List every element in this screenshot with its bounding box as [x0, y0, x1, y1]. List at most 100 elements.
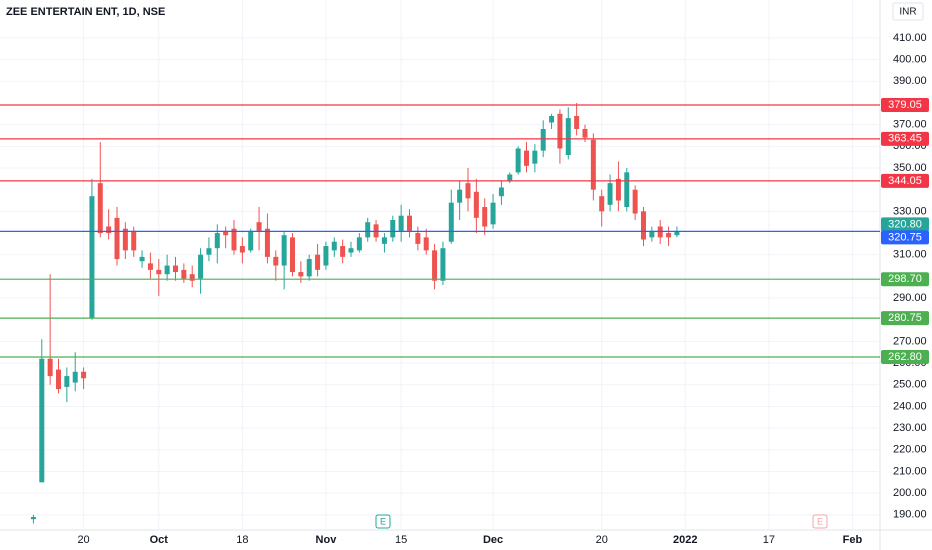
y-tick-label: 230.00 — [893, 422, 927, 434]
x-tick-label: 2022 — [673, 534, 697, 546]
candle-body — [540, 128, 546, 151]
x-tick-label: 20 — [596, 534, 608, 546]
x-tick-label: Nov — [316, 534, 338, 546]
candle-body — [281, 235, 287, 266]
candle-body — [248, 230, 254, 251]
y-tick-label: 220.00 — [893, 444, 927, 456]
level-label-box — [881, 272, 929, 287]
last-price-label: 320.80 — [888, 218, 922, 230]
event-marker[interactable] — [812, 514, 828, 529]
x-tick-label: 17 — [763, 534, 775, 546]
candle-body — [515, 148, 521, 173]
candle-body — [264, 228, 270, 257]
candle-body — [306, 259, 312, 277]
level-label: 298.70 — [888, 273, 922, 285]
candle-body — [172, 265, 178, 273]
candle-body — [340, 246, 346, 257]
candle-body — [624, 172, 630, 208]
y-tick-label: 240.00 — [893, 400, 927, 412]
level-label: 344.05 — [888, 175, 922, 187]
candle-body — [47, 358, 53, 377]
candle-body — [348, 248, 354, 253]
candle-body — [590, 139, 596, 190]
candle-body — [298, 272, 304, 277]
y-tick-label: 310.00 — [893, 249, 927, 261]
event-label: E — [817, 516, 823, 526]
candle-body — [615, 178, 621, 201]
candle-body — [415, 233, 421, 244]
level-label-box — [881, 98, 929, 113]
x-tick-label: 20 — [77, 534, 89, 546]
candle-body — [432, 250, 438, 281]
candle-body — [365, 222, 371, 238]
y-tick-label: 390.00 — [893, 75, 927, 87]
event-marker[interactable] — [375, 514, 391, 529]
candle-body — [30, 516, 36, 520]
candle-body — [640, 211, 646, 240]
candle-body — [666, 233, 672, 238]
event-label: E — [380, 516, 386, 526]
chart-title: ZEE ENTERTAIN ENT, 1D, NSE — [6, 6, 165, 18]
level-label: 280.75 — [888, 312, 922, 324]
candle-body — [398, 215, 404, 231]
candle-body — [214, 233, 220, 249]
candle-body — [381, 237, 387, 244]
level-label: 262.80 — [888, 351, 922, 363]
candle-body — [549, 115, 555, 123]
candle-body — [81, 371, 87, 379]
candle-body — [331, 241, 337, 251]
level-label: 379.05 — [888, 99, 922, 111]
candle-body — [231, 228, 237, 251]
candle-body — [457, 189, 463, 203]
candle-body — [223, 230, 229, 236]
candle-body — [390, 220, 396, 238]
level-label-box — [881, 350, 929, 365]
y-tick-label: 370.00 — [893, 119, 927, 131]
candle-body — [557, 113, 563, 149]
plot — [0, 102, 880, 524]
candle-body — [465, 183, 471, 199]
x-tick-label: Dec — [483, 534, 503, 546]
candle-body — [448, 202, 454, 242]
grid — [0, 0, 880, 530]
candle-body — [181, 269, 187, 279]
candle-body — [498, 187, 504, 197]
candle-body — [599, 196, 605, 212]
last-price-box — [881, 217, 929, 232]
candle-body — [490, 202, 496, 225]
y-tick-label: 400.00 — [893, 54, 927, 66]
y-tick-label: 210.00 — [893, 465, 927, 477]
candle-body — [131, 230, 137, 251]
candle-body — [39, 358, 45, 483]
candle-body — [147, 263, 153, 270]
x-tick-label: 18 — [236, 534, 248, 546]
candle-body — [55, 369, 61, 390]
candle-body — [632, 189, 638, 214]
y-tick-label: 250.00 — [893, 379, 927, 391]
y-tick-label: 190.00 — [893, 509, 927, 521]
y-tick-label: 290.00 — [893, 292, 927, 304]
candle-body — [674, 231, 680, 236]
candle-body — [649, 230, 655, 238]
candle-body — [356, 237, 362, 251]
candle-body — [507, 174, 513, 182]
candle-body — [440, 248, 446, 281]
candle-body — [156, 269, 162, 275]
x-tick-label: Feb — [843, 534, 863, 546]
candle-body — [64, 376, 70, 387]
y-tick-label: 270.00 — [893, 335, 927, 347]
candle-body — [106, 226, 112, 234]
candle-body — [97, 183, 103, 234]
candle-body — [406, 215, 412, 231]
candle-body — [473, 191, 479, 218]
candle-body — [139, 256, 145, 262]
candle-body — [198, 254, 204, 279]
level-label-box — [881, 230, 929, 245]
candle-body — [532, 150, 538, 164]
y-tick-label: 200.00 — [893, 487, 927, 499]
candle-body — [482, 207, 488, 227]
candle-body — [607, 183, 613, 205]
axes: 410.00400.00390.00370.00360.00350.00330.… — [77, 32, 929, 546]
y-tick-label: 410.00 — [893, 32, 927, 44]
